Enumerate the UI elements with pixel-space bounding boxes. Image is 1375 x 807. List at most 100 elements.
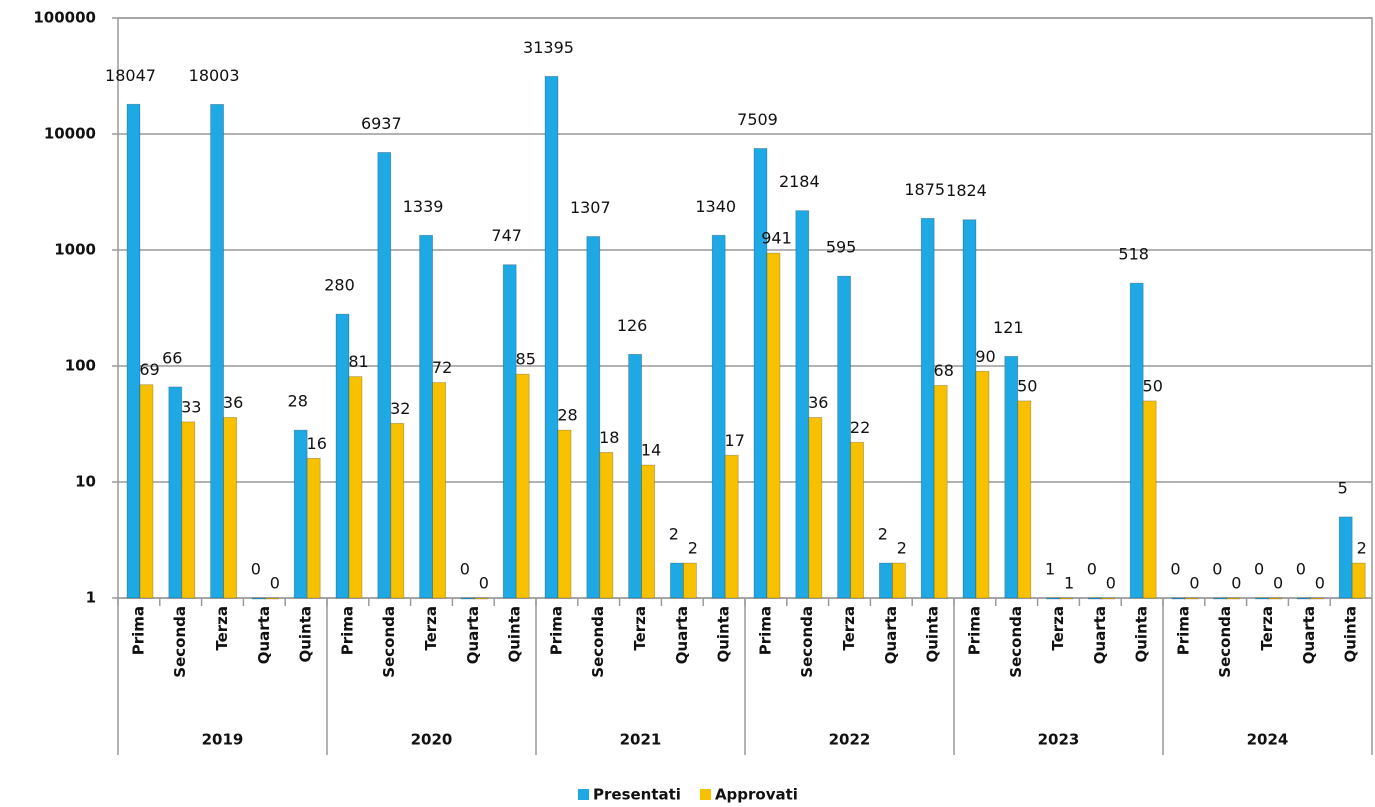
y-tick-label: 1 [86, 589, 96, 607]
bar [837, 275, 851, 599]
bar [377, 152, 392, 599]
bar [1171, 597, 1186, 600]
x-tick-label: Quinta [1133, 606, 1151, 663]
x-tick-label: Prima [547, 606, 565, 655]
bar [808, 417, 823, 599]
value-label: 2184 [779, 172, 820, 191]
x-tick-label: Terza [631, 606, 649, 651]
bar [544, 75, 559, 599]
bar [975, 370, 990, 599]
bar [168, 386, 183, 599]
value-label: 0 [1254, 560, 1264, 579]
x-tick-label: Prima [965, 606, 983, 655]
value-label: 1340 [695, 197, 736, 216]
value-label: 28 [288, 392, 308, 411]
value-label: 1 [1045, 560, 1055, 579]
bar [1101, 597, 1115, 600]
group-label: 2023 [1038, 731, 1080, 749]
value-label: 36 [808, 393, 828, 412]
bar [473, 597, 488, 600]
bar [139, 384, 154, 599]
value-label: 1875 [904, 180, 945, 199]
value-label: 0 [1106, 574, 1116, 593]
value-label: 280 [324, 276, 355, 295]
value-label: 72 [432, 358, 452, 377]
value-label: 747 [491, 226, 522, 245]
bar [181, 421, 196, 599]
value-label: 18003 [189, 66, 240, 85]
value-label: 7509 [737, 110, 778, 129]
x-tick-label: Quarta [1300, 606, 1318, 664]
x-tick-label: Prima [1174, 606, 1192, 655]
legend-swatch [699, 789, 711, 800]
bar [1088, 597, 1102, 600]
group-label: 2022 [829, 731, 871, 749]
bar [419, 234, 434, 599]
value-label: 2 [669, 525, 679, 544]
value-label: 14 [641, 441, 661, 460]
bar [1255, 597, 1269, 600]
x-tick-label: Terza [1049, 606, 1067, 651]
bar [711, 234, 726, 599]
value-label: 1824 [946, 181, 987, 200]
y-tick-label: 100000 [33, 9, 96, 27]
y-tick-label: 100 [65, 357, 96, 375]
group-label: 2019 [202, 731, 244, 749]
bar [670, 562, 684, 599]
value-label: 0 [479, 574, 489, 593]
value-label: 0 [1273, 574, 1283, 593]
value-label: 941 [761, 229, 792, 248]
bar [1310, 597, 1324, 600]
value-label: 81 [348, 352, 368, 371]
bar [724, 454, 739, 599]
value-label: 69 [139, 360, 159, 379]
value-label: 5 [1338, 478, 1348, 497]
value-label: 18047 [105, 66, 156, 85]
value-label: 2 [688, 539, 698, 558]
y-tick-label: 10 [75, 473, 96, 491]
bar [1297, 597, 1311, 600]
x-tick-label: Terza [840, 606, 858, 651]
value-label: 0 [1296, 560, 1306, 579]
x-tick-label: Quinta [924, 606, 942, 663]
bar [586, 236, 601, 599]
bar [933, 385, 948, 599]
bar [962, 219, 977, 599]
value-label: 66 [162, 348, 182, 367]
bar [126, 103, 141, 599]
bar [264, 597, 279, 600]
x-tick-label: Seconda [589, 606, 607, 678]
bar [210, 103, 225, 599]
bar [251, 597, 266, 600]
value-label: 0 [1315, 574, 1325, 593]
value-label: 0 [1189, 574, 1199, 593]
legend-label: Approvati [715, 786, 798, 804]
x-tick-label: Quarta [673, 606, 691, 664]
bar [1268, 597, 1282, 600]
value-label: 36 [223, 393, 243, 412]
bar [390, 423, 405, 599]
value-label: 1 [1064, 574, 1074, 593]
value-label: 595 [826, 238, 857, 257]
bar [515, 373, 530, 599]
x-tick-label: Quarta [464, 606, 482, 664]
x-tick-label: Terza [213, 606, 231, 651]
bar [1338, 516, 1353, 599]
bar [599, 451, 614, 599]
x-tick-label: Terza [1258, 606, 1276, 651]
x-tick-label: Prima [338, 606, 356, 655]
bar [1004, 355, 1019, 599]
group-label: 2020 [411, 731, 453, 749]
bar [1351, 562, 1366, 599]
bar [1226, 597, 1241, 600]
bar [879, 562, 893, 599]
value-label: 0 [1087, 560, 1097, 579]
value-label: 0 [270, 574, 280, 593]
bar [753, 148, 768, 599]
group-label: 2024 [1247, 731, 1289, 749]
value-label: 28 [557, 406, 577, 425]
bar [892, 562, 906, 599]
group-label: 2021 [620, 731, 662, 749]
value-label: 2 [1357, 539, 1367, 558]
